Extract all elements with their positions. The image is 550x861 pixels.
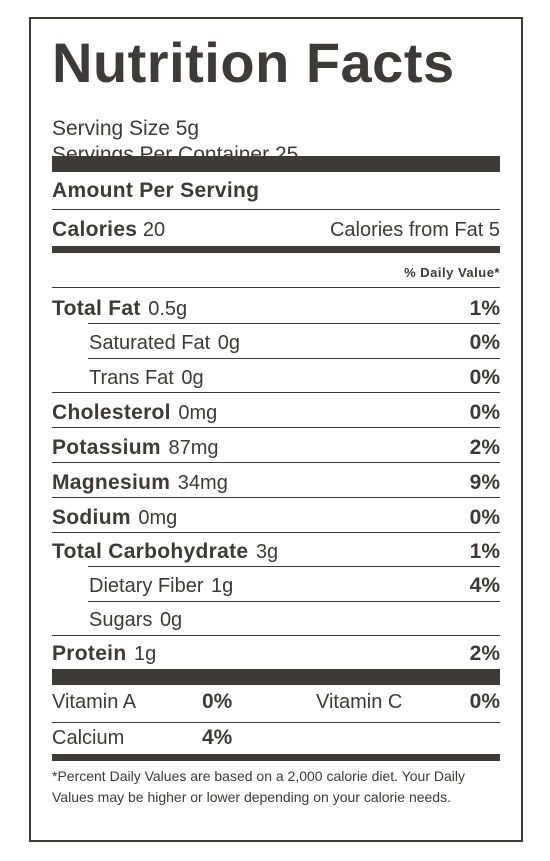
calories-value: 20: [142, 219, 166, 241]
divider: [52, 497, 500, 498]
nutrition-label: Nutrition Facts Serving Size 5g Servings…: [29, 17, 523, 842]
vitamin-c-value: 0%: [469, 690, 500, 713]
daily-value-header: % Daily Value*: [404, 265, 500, 280]
serving-size: Serving Size 5g: [52, 117, 200, 140]
calcium-label: Calcium: [52, 727, 125, 749]
divider: [52, 722, 500, 723]
thick-divider-vitamins: [52, 669, 500, 685]
vitamin-a-label: Vitamin A: [52, 691, 137, 713]
divider: [52, 209, 500, 210]
divider: [88, 601, 500, 602]
divider: [52, 392, 500, 393]
nutrient-row-cholesterol: Cholesterol 0mg 0%: [52, 399, 500, 427]
nutrient-row-magnesium: Magnesium 34mg 9%: [52, 469, 500, 497]
nutrient-row-trans-fat: Trans Fat 0g 0%: [52, 364, 500, 392]
daily-value: 1%: [469, 297, 500, 320]
divider: [52, 532, 500, 533]
medium-divider: [52, 246, 500, 253]
nutrient-row-saturated-fat: Saturated Fat 0g 0%: [52, 329, 500, 357]
nutrient-row-protein: Protein 1g 2%: [52, 640, 500, 668]
nutrient-row-total-fat: Total Fat 0.5g 1%: [52, 295, 500, 323]
nutrient-row-sodium: Sodium 0mg 0%: [52, 504, 500, 532]
thick-divider-top: [52, 156, 500, 172]
calories-row: Calories 20 Calories from Fat 5: [52, 216, 500, 244]
divider: [52, 287, 500, 288]
nutrient-row-dietary-fiber: Dietary Fiber 1g 4%: [52, 572, 500, 600]
divider: [88, 358, 500, 359]
footnote: *Percent Daily Values are based on a 2,0…: [52, 768, 465, 805]
divider: [52, 462, 500, 463]
nutrient-row-total-carbohydrate: Total Carbohydrate 3g 1%: [52, 538, 500, 566]
medium-divider-bottom: [52, 754, 500, 761]
daily-value: 0%: [469, 331, 500, 354]
divider: [88, 323, 500, 324]
daily-value: 2%: [469, 642, 500, 665]
vitamin-a-value: 0%: [202, 690, 233, 713]
nutrient-row-potassium: Potassium 87mg 2%: [52, 434, 500, 462]
calories-label: Calories 20: [52, 218, 166, 241]
daily-value: 9%: [469, 471, 500, 494]
calories-from-fat: Calories from Fat 5: [329, 219, 500, 241]
vitamin-c-label: Vitamin C: [316, 691, 403, 713]
daily-value: 4%: [469, 574, 500, 597]
daily-value: 2%: [469, 436, 500, 459]
daily-value: 1%: [469, 540, 500, 563]
divider: [52, 635, 500, 636]
divider: [88, 566, 500, 567]
label-title: Nutrition Facts: [52, 31, 455, 94]
divider: [52, 427, 500, 428]
daily-value: 0%: [469, 401, 500, 424]
daily-value: 0%: [469, 506, 500, 529]
amount-per-serving: Amount Per Serving: [52, 179, 260, 202]
nutrient-row-sugars: Sugars 0g: [89, 609, 183, 631]
daily-value: 0%: [469, 366, 500, 389]
calcium-value: 4%: [202, 726, 233, 749]
